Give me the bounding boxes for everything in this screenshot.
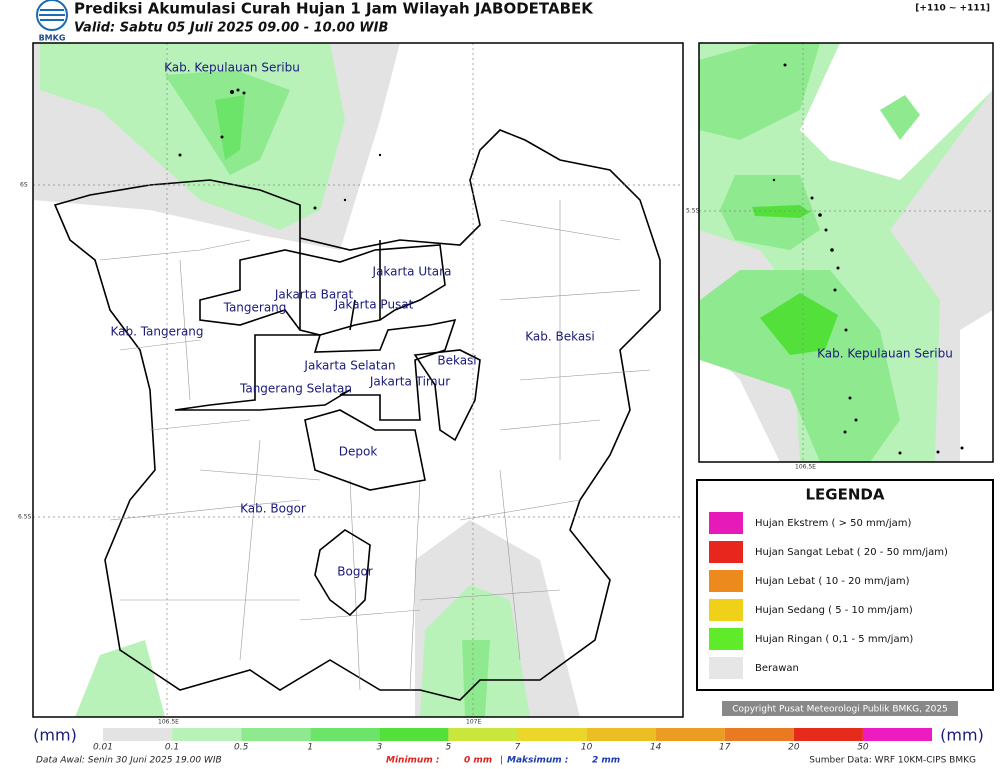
region-label: Jakarta Pusat [334, 298, 414, 312]
region-label: Jakarta Selatan [303, 359, 395, 373]
colorbar: (mm) (mm) 0.01 0.1 0.5 1 3 5 7 10 14 17 20 50 [33, 726, 984, 753]
legend-title: LEGENDA [806, 486, 885, 504]
logo-lines [39, 9, 65, 21]
subtitle: Valid: Sabtu 05 Juli 2025 09.00 - 10.00 … [74, 21, 388, 36]
legend-swatch [709, 541, 743, 563]
region-label: Tangerang Selatan [239, 382, 352, 396]
legend-swatch [709, 512, 743, 534]
colorbar-step [724, 728, 794, 741]
colorbar-label: 20 [788, 743, 800, 753]
colorbar-label: 1 [307, 743, 313, 753]
min-label: Minimum : [386, 756, 439, 766]
legend-label: Hujan Sangat Lebat ( 20 - 50 mm/jam) [755, 547, 948, 558]
header: BMKG Prediksi Akumulasi Curah Hujan 1 Ja… [36, 0, 990, 43]
lat-label: 6.5S [18, 514, 32, 521]
region-label: Bogor [337, 565, 373, 579]
region-label: Kab. Kepulauan Seribu [164, 61, 300, 75]
colorbar-step [310, 728, 380, 741]
colorbar-step [448, 728, 518, 741]
inset-map: Kab. Kepulauan Seribu 5.5S 106.5E [686, 42, 994, 471]
data-awal: Data Awal: Senin 30 Juni 2025 19.00 WIB [36, 756, 222, 766]
legend-label: Hujan Ringan ( 0,1 - 5 mm/jam) [755, 634, 913, 645]
region-label: Bekasi [437, 354, 476, 368]
colorbar-label: 17 [719, 743, 731, 753]
colorbar-label: 10 [581, 743, 593, 753]
lon-label: 106.5E [158, 719, 179, 726]
legend-label: Hujan Lebat ( 10 - 20 mm/jam) [755, 576, 910, 587]
region-label: Tangerang [223, 301, 287, 315]
lat-label: 5.5S [686, 208, 700, 215]
region-label: Jakarta Utara [372, 265, 452, 279]
colorbar-label: 3 [376, 743, 382, 753]
separator: | [500, 756, 503, 766]
lon-label: 107E [466, 719, 481, 726]
region-label: Kab. Bekasi [525, 330, 595, 344]
colorbar-label: 0.1 [165, 743, 179, 753]
legend-swatch [709, 599, 743, 621]
colorbar-step [379, 728, 449, 741]
legend-label: Hujan Sedang ( 5 - 10 mm/jam) [755, 605, 913, 616]
legend-label: Berawan [755, 663, 799, 674]
region-label: Jakarta Barat [274, 288, 354, 302]
colorbar-label: 50 [857, 743, 869, 753]
min-value: 0 mm [464, 756, 492, 766]
colorbar-label: 0.01 [93, 743, 113, 753]
colorbar-step [655, 728, 725, 741]
main-map: Kab. Kepulauan Seribu Jakarta Utara Jaka… [18, 42, 684, 726]
legend-swatch [709, 657, 743, 679]
region-label: Kab. Kepulauan Seribu [817, 347, 953, 361]
footer: Data Awal: Senin 30 Juni 2025 19.00 WIB … [36, 756, 976, 766]
colorbar-step [793, 728, 863, 741]
legend: LEGENDA Hujan Ekstrem ( > 50 mm/jam) Huja… [696, 479, 994, 691]
colorbar-step [241, 728, 311, 741]
region-label: Jakarta Timur [369, 375, 450, 389]
colorbar-label: 7 [515, 743, 521, 753]
code: [+110 ~ +111] [915, 4, 990, 14]
colorbar-label: 5 [446, 743, 452, 753]
logo-text: BMKG [39, 34, 66, 43]
legend-label: Hujan Ekstrem ( > 50 mm/jam) [755, 518, 912, 529]
copyright-bg [722, 701, 958, 716]
colorbar-step [586, 728, 656, 741]
region-label: Kab. Bogor [240, 502, 306, 516]
legend-swatch [709, 628, 743, 650]
legend-swatch [709, 570, 743, 592]
colorbar-label: 0.5 [234, 743, 249, 753]
title: Prediksi Akumulasi Curah Hujan 1 Jam Wil… [74, 0, 594, 18]
lat-label: 6S [20, 182, 28, 189]
copyright: Copyright Pusat Meteorologi Publik BMKG,… [732, 705, 948, 715]
lon-label: 106.5E [795, 464, 816, 471]
source: Sumber Data: WRF 10KM-CIPS BMKG [809, 756, 976, 766]
colorbar-unit: (mm) [33, 726, 77, 745]
max-label: Maksimum : [507, 756, 568, 766]
colorbar-step [103, 728, 173, 741]
region-label: Kab. Tangerang [110, 325, 203, 339]
max-value: 2 mm [592, 756, 620, 766]
colorbar-unit: (mm) [940, 726, 984, 745]
colorbar-label: 14 [650, 743, 662, 753]
colorbar-step [862, 728, 932, 741]
colorbar-step [517, 728, 587, 741]
colorbar-step [172, 728, 242, 741]
region-label: Depok [339, 445, 378, 459]
